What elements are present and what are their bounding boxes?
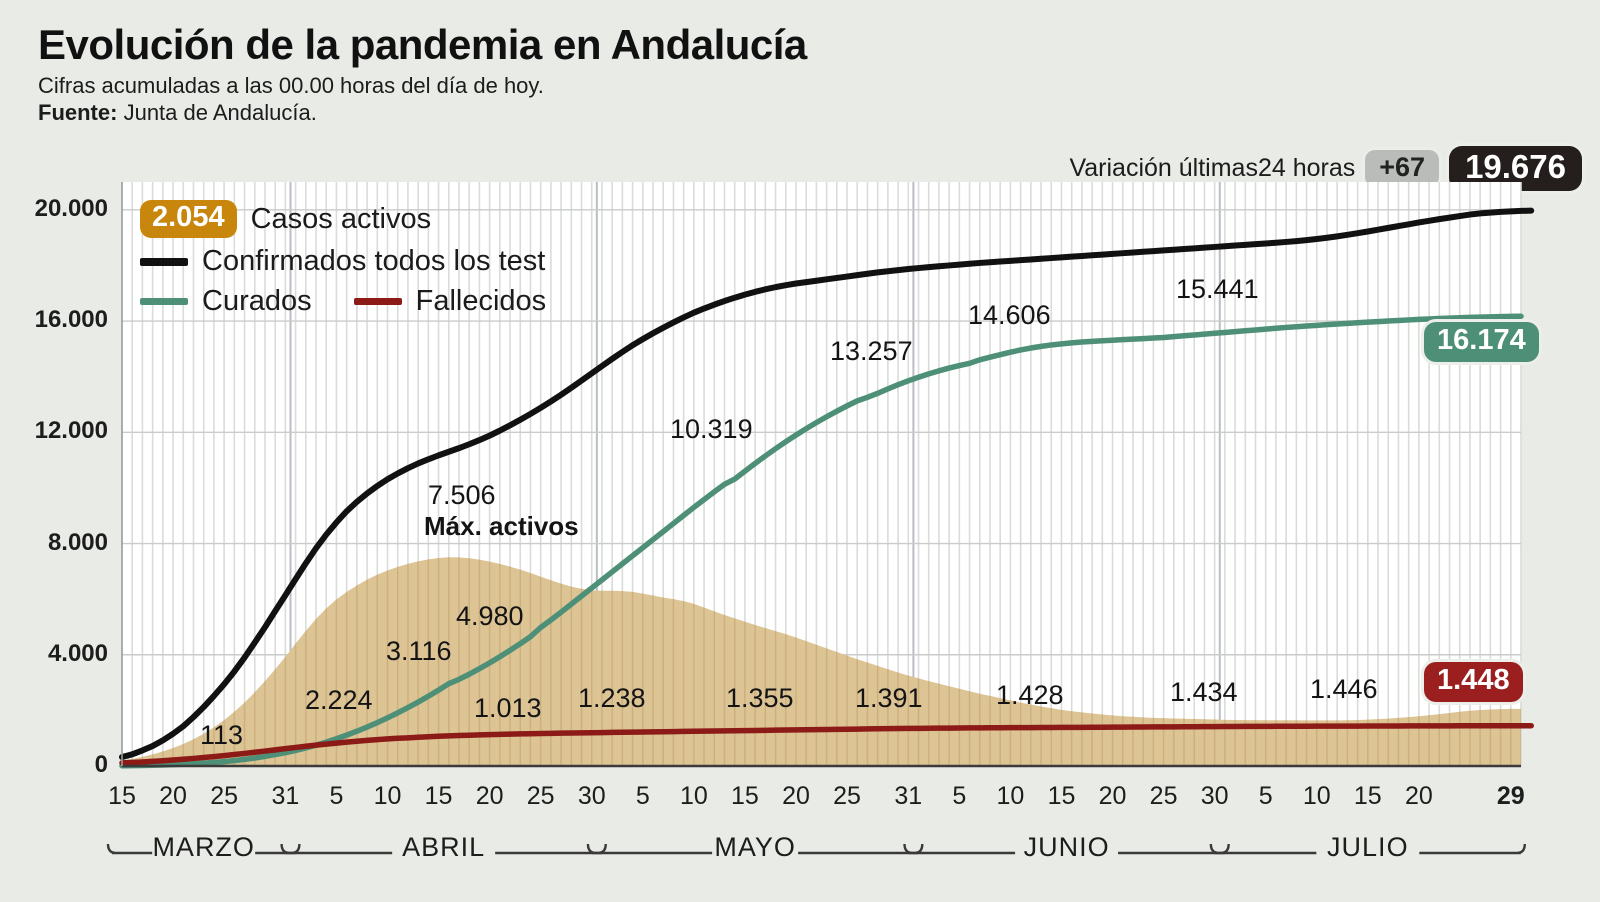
x-axis-tick-label: 20 bbox=[475, 782, 504, 810]
x-axis-tick-label: 29 bbox=[1496, 782, 1525, 810]
data-label: 1.238 bbox=[578, 683, 646, 713]
data-label: 14.606 bbox=[968, 300, 1051, 330]
y-axis-tick-label: 20.000 bbox=[34, 194, 108, 222]
x-axis-tick-label: 15 bbox=[1353, 782, 1382, 810]
legend-item-cured-deaths: Curados Fallecidos bbox=[140, 285, 546, 318]
data-label: 3.116 bbox=[386, 636, 452, 666]
legend-label-deaths: Fallecidos bbox=[415, 285, 547, 317]
data-label: Máx. activos bbox=[424, 511, 579, 541]
page-title: Evolución de la pandemia en Andalucía bbox=[38, 21, 807, 68]
series-line-fallecidos bbox=[119, 722, 1534, 766]
data-label: 15.441 bbox=[1176, 274, 1259, 304]
data-label: 1.428 bbox=[996, 680, 1064, 710]
x-axis-tick-label: 30 bbox=[577, 782, 606, 810]
x-axis-tick-label: 25 bbox=[1149, 782, 1178, 810]
data-label: 10.319 bbox=[670, 414, 753, 444]
y-axis-tick-label: 8.000 bbox=[47, 528, 108, 556]
x-axis-tick-label: 5 bbox=[635, 782, 650, 810]
x-axis-tick-label: 10 bbox=[996, 782, 1025, 810]
data-label: 7.506 bbox=[428, 480, 496, 510]
x-axis-tick-label: 31 bbox=[271, 782, 300, 810]
active-cases-area bbox=[122, 557, 1521, 766]
data-label: 2.224 bbox=[305, 685, 373, 715]
x-axis-tick-label: 5 bbox=[329, 782, 344, 810]
x-axis-tick-label: 20 bbox=[782, 782, 810, 810]
x-axis-tick-label: 15 bbox=[731, 782, 759, 810]
x-axis-tick-label: 25 bbox=[833, 782, 861, 810]
x-axis-tick-label: 5 bbox=[1258, 782, 1273, 810]
x-axis-tick-label: 20 bbox=[1404, 782, 1433, 810]
legend-label-confirmed: Confirmados todos los test bbox=[202, 245, 546, 277]
active-cases-badge: 2.054 bbox=[140, 200, 237, 238]
month-label-abril: ABRIL bbox=[402, 832, 486, 862]
month-label-junio: JUNIO bbox=[1023, 832, 1110, 862]
variation-label: Variación últimas24 horas bbox=[1069, 154, 1356, 182]
data-label: 1.355 bbox=[726, 683, 794, 713]
x-axis-tick-label: 20 bbox=[1098, 782, 1127, 810]
variation-delta-badge: +67 bbox=[1365, 150, 1440, 187]
chart-legend: 2.054 Casos activos Confirmados todos lo… bbox=[140, 200, 546, 325]
source-label: Fuente: bbox=[38, 100, 118, 126]
data-label: 4.980 bbox=[456, 601, 524, 631]
y-axis-tick-label: 0 bbox=[94, 751, 108, 778]
legend-swatch-deaths-icon bbox=[353, 298, 402, 305]
deaths-end-badge: 1.448 bbox=[1424, 662, 1523, 702]
legend-item-active: 2.054 Casos activos bbox=[140, 200, 546, 238]
source-value: Junta de Andalucía. bbox=[123, 100, 317, 126]
month-label-mayo: MAYO bbox=[714, 832, 796, 862]
cured-end-badge: 16.174 bbox=[1424, 322, 1539, 362]
y-axis-tick-label: 16.000 bbox=[34, 306, 108, 334]
legend-swatch-confirmed-icon bbox=[140, 257, 188, 266]
data-label: 13.257 bbox=[830, 336, 913, 366]
subtitle: Cifras acumuladas a las 00.00 horas del … bbox=[38, 73, 544, 99]
data-label: 1.434 bbox=[1170, 677, 1238, 707]
y-axis-tick-label: 12.000 bbox=[34, 417, 108, 445]
legend-swatch-cured-icon bbox=[140, 298, 188, 305]
legend-item-confirmed: Confirmados todos los test bbox=[140, 245, 546, 278]
data-label: 1.013 bbox=[474, 693, 542, 723]
x-axis-tick-label: 30 bbox=[1200, 782, 1229, 810]
month-label-julio: JULIO bbox=[1327, 832, 1409, 862]
x-axis-tick-label: 15 bbox=[424, 782, 453, 810]
x-axis-tick-label: 15 bbox=[108, 782, 136, 810]
x-axis-tick-label: 10 bbox=[1302, 782, 1331, 810]
month-label-marzo: MARZO bbox=[152, 832, 255, 862]
x-axis-tick-label: 5 bbox=[952, 782, 967, 810]
x-axis-tick-label: 25 bbox=[526, 782, 555, 810]
x-axis-tick-label: 25 bbox=[210, 782, 239, 810]
month-brackets bbox=[106, 843, 1526, 855]
data-label: 1.391 bbox=[855, 683, 923, 713]
data-label: 113 bbox=[200, 720, 244, 750]
y-axis-tick-label: 4.000 bbox=[47, 639, 108, 667]
x-axis-tick-label: 20 bbox=[159, 782, 187, 810]
vertical-daily-gridlines bbox=[121, 182, 1522, 766]
legend-label-cured: Curados bbox=[202, 285, 312, 317]
source-line: Fuente: Junta de Andalucía. bbox=[38, 100, 1038, 127]
x-axis-tick-label: 31 bbox=[894, 782, 923, 810]
series-line-curados bbox=[119, 313, 1524, 769]
x-axis-tick-label: 10 bbox=[373, 782, 402, 810]
data-label: 1.446 bbox=[1310, 674, 1378, 704]
legend-label-active: Casos activos bbox=[250, 202, 432, 235]
x-axis-tick-label: 10 bbox=[679, 782, 708, 810]
x-axis-tick-label: 15 bbox=[1047, 782, 1076, 810]
header-block: Evolución de la pandemia en Andalucía Ci… bbox=[38, 22, 1038, 127]
series-line-confirmados-todos-los-test bbox=[119, 207, 1535, 761]
